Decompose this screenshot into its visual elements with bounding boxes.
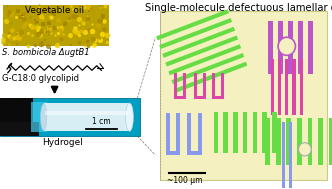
- FancyBboxPatch shape: [31, 102, 47, 132]
- Polygon shape: [159, 18, 232, 49]
- FancyBboxPatch shape: [187, 113, 191, 155]
- Polygon shape: [285, 59, 289, 115]
- Polygon shape: [278, 59, 281, 115]
- Ellipse shape: [125, 103, 133, 131]
- FancyBboxPatch shape: [174, 96, 186, 99]
- Polygon shape: [243, 112, 247, 153]
- Polygon shape: [287, 118, 291, 165]
- Polygon shape: [288, 21, 292, 74]
- Circle shape: [278, 37, 295, 55]
- Polygon shape: [292, 59, 295, 115]
- FancyBboxPatch shape: [174, 73, 177, 99]
- FancyBboxPatch shape: [194, 96, 206, 99]
- Text: G-C18:0 glycolipid: G-C18:0 glycolipid: [2, 74, 79, 83]
- FancyBboxPatch shape: [0, 122, 39, 136]
- Polygon shape: [289, 122, 292, 188]
- Polygon shape: [282, 122, 285, 188]
- Polygon shape: [233, 112, 238, 153]
- Polygon shape: [265, 118, 270, 165]
- FancyBboxPatch shape: [176, 113, 180, 155]
- FancyBboxPatch shape: [3, 5, 109, 46]
- Polygon shape: [297, 118, 302, 165]
- FancyBboxPatch shape: [44, 103, 129, 131]
- Text: Vegetable oil: Vegetable oil: [25, 6, 84, 15]
- Ellipse shape: [41, 104, 47, 130]
- FancyBboxPatch shape: [183, 73, 186, 99]
- FancyBboxPatch shape: [166, 151, 180, 155]
- FancyBboxPatch shape: [212, 73, 215, 99]
- FancyBboxPatch shape: [0, 98, 140, 136]
- Polygon shape: [278, 21, 283, 74]
- FancyBboxPatch shape: [198, 113, 202, 155]
- FancyBboxPatch shape: [166, 113, 170, 155]
- FancyBboxPatch shape: [187, 151, 202, 155]
- Polygon shape: [299, 59, 303, 115]
- Circle shape: [298, 143, 311, 156]
- Text: Single-molecule defectuous lamellar gel: Single-molecule defectuous lamellar gel: [145, 3, 332, 13]
- Polygon shape: [329, 118, 332, 165]
- Polygon shape: [168, 44, 241, 75]
- Polygon shape: [298, 21, 303, 74]
- FancyBboxPatch shape: [221, 73, 224, 99]
- Polygon shape: [318, 118, 323, 165]
- Polygon shape: [308, 118, 312, 165]
- Polygon shape: [276, 118, 281, 165]
- Polygon shape: [272, 112, 277, 153]
- Polygon shape: [214, 112, 218, 153]
- Polygon shape: [156, 9, 229, 40]
- Text: 1 cm: 1 cm: [92, 117, 111, 126]
- FancyBboxPatch shape: [203, 73, 206, 99]
- FancyBboxPatch shape: [212, 96, 224, 99]
- Polygon shape: [308, 21, 313, 74]
- Polygon shape: [223, 112, 228, 153]
- Polygon shape: [262, 112, 267, 153]
- FancyBboxPatch shape: [0, 98, 33, 123]
- Polygon shape: [268, 21, 273, 74]
- Text: ~100 μm: ~100 μm: [167, 176, 203, 185]
- Polygon shape: [271, 59, 274, 115]
- Text: Hydrogel: Hydrogel: [42, 138, 83, 147]
- Polygon shape: [165, 36, 238, 67]
- Text: S. bombicola ΔugtB1: S. bombicola ΔugtB1: [2, 48, 89, 57]
- Polygon shape: [162, 27, 235, 58]
- Polygon shape: [175, 62, 247, 93]
- Polygon shape: [253, 112, 257, 153]
- FancyBboxPatch shape: [194, 73, 197, 99]
- FancyBboxPatch shape: [45, 111, 128, 115]
- Polygon shape: [171, 53, 244, 84]
- FancyBboxPatch shape: [160, 11, 327, 180]
